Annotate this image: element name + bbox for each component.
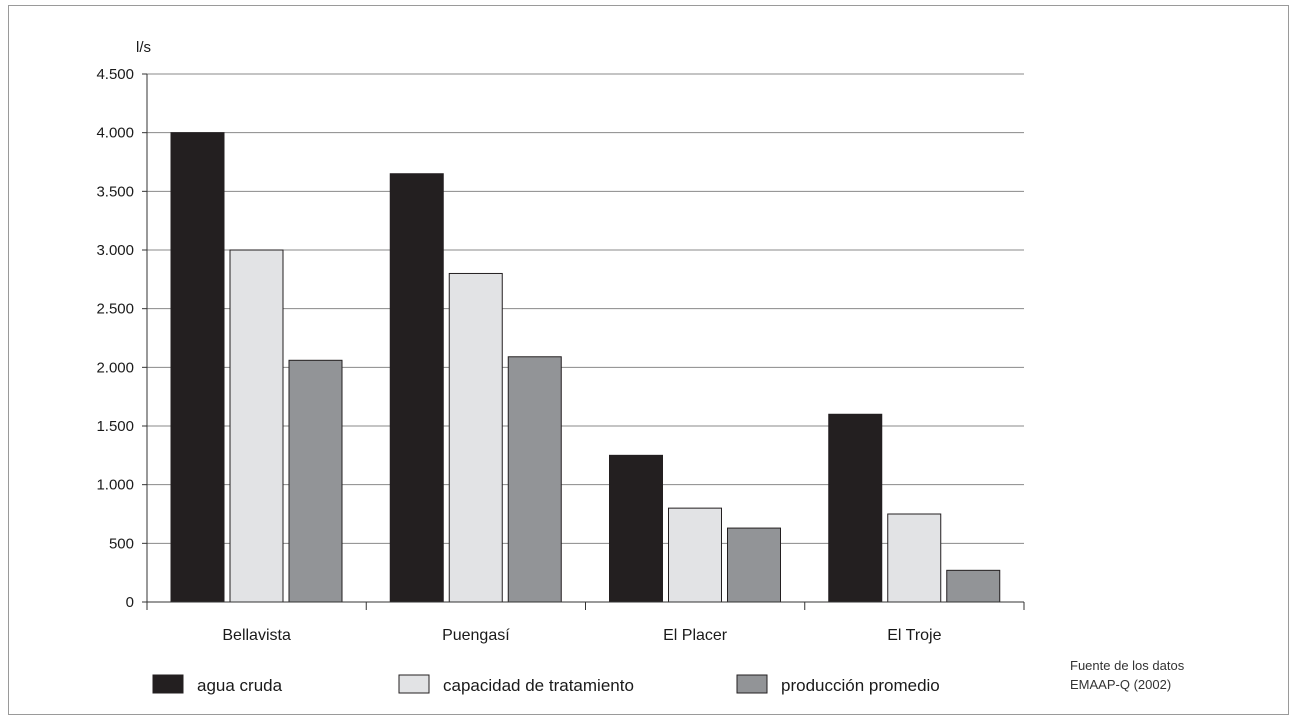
legend-label: producción promedio [781, 676, 940, 695]
y-tick-label: 500 [109, 535, 134, 552]
legend-swatch [152, 674, 184, 694]
bar [887, 513, 942, 603]
legend-label: capacidad de tratamiento [443, 676, 634, 695]
y-tick-label: 1.500 [96, 418, 134, 435]
y-tick-label: 1.000 [96, 477, 134, 494]
bars [170, 132, 1001, 603]
source-line-2: EMAAP-Q (2002) [1070, 677, 1172, 692]
source-line-1: Fuente de los datos [1070, 658, 1185, 673]
bar [727, 527, 781, 603]
x-tick-label: Bellavista [222, 627, 291, 644]
y-tick-label: 0 [126, 594, 134, 611]
bar [946, 569, 1001, 603]
y-tick-label: 2.500 [96, 301, 134, 318]
bar [507, 356, 562, 603]
bar [448, 272, 503, 603]
axes: 0 500 1.000 1.500 2.000 2.500 3.000 3.500 4.000 4… [96, 66, 1025, 644]
bar [288, 359, 343, 603]
bar [229, 249, 284, 603]
legend-label: agua cruda [197, 676, 283, 695]
legend-swatch [736, 674, 768, 694]
source-note: Fuente de los datos EMAAP-Q (2002) [1070, 656, 1184, 694]
bar [170, 132, 225, 603]
y-axis-unit-label: l/s [136, 39, 151, 56]
legend: agua cruda capacidad de tratamiento produc… [152, 674, 940, 695]
x-tick-label: El Troje [887, 627, 941, 644]
y-tick-label: 3.000 [96, 242, 134, 259]
y-tick-label: 2.000 [96, 359, 134, 376]
y-tick-label: 4.500 [96, 66, 134, 83]
bar [609, 454, 663, 603]
y-tick-label: 4.000 [96, 125, 134, 142]
legend-swatch [398, 674, 430, 694]
y-tick-label: 3.500 [96, 183, 134, 200]
x-tick-label: El Placer [663, 627, 728, 644]
bar [828, 413, 883, 603]
bar [668, 507, 722, 603]
x-tick-label: Puengasí [442, 627, 510, 644]
bar [389, 173, 444, 603]
